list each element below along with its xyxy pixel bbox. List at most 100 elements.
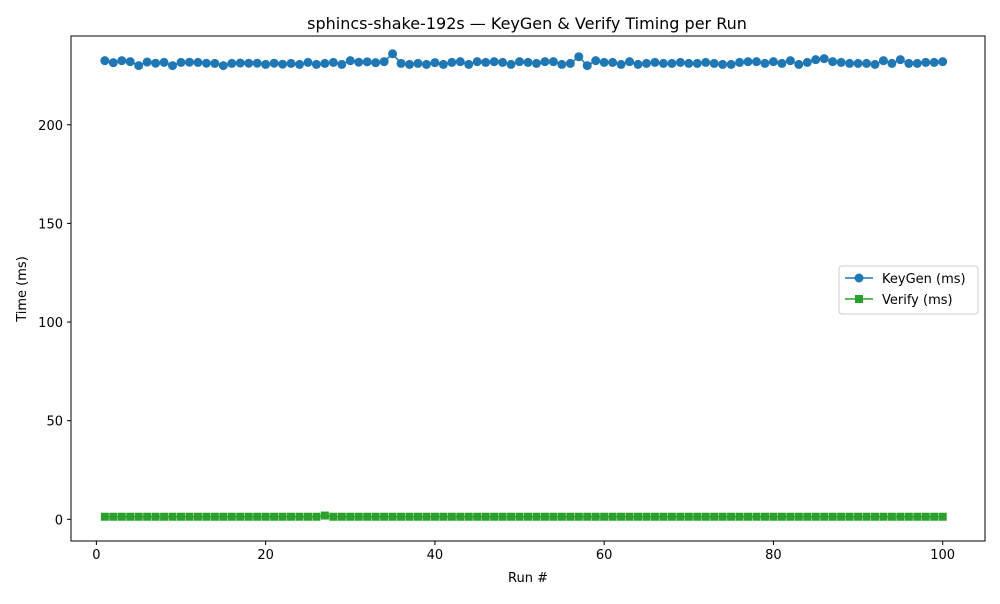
y-tick-label: 0 xyxy=(55,513,63,528)
data-point-verify xyxy=(261,512,270,521)
legend-marker-keygen xyxy=(854,273,864,283)
data-point-verify xyxy=(566,512,575,521)
data-point-verify xyxy=(473,512,482,521)
data-point-verify xyxy=(769,512,778,521)
data-point-keygen xyxy=(193,57,203,67)
data-point-verify xyxy=(109,512,118,521)
data-point-verify xyxy=(303,512,312,521)
data-point-keygen xyxy=(168,61,178,71)
data-point-keygen xyxy=(447,57,457,67)
y-tick-label: 50 xyxy=(46,415,63,430)
data-point-verify xyxy=(617,512,626,521)
data-point-keygen xyxy=(582,61,592,71)
data-point-verify xyxy=(744,512,753,521)
data-point-verify xyxy=(583,512,592,521)
data-point-keygen xyxy=(718,59,728,69)
data-point-verify xyxy=(625,512,634,521)
data-point-verify xyxy=(405,512,414,521)
data-point-verify xyxy=(507,512,516,521)
data-point-verify xyxy=(388,512,397,521)
data-point-verify xyxy=(540,512,549,521)
axis-ticks: 0 20 40 60 80 100 0 50 100 150 200 xyxy=(38,119,955,563)
data-point-verify xyxy=(794,512,803,521)
data-point-verify xyxy=(456,512,465,521)
data-point-keygen xyxy=(752,57,761,67)
data-point-verify xyxy=(151,512,160,521)
series-line-verify xyxy=(104,514,943,518)
data-point-verify xyxy=(735,512,744,521)
data-point-keygen xyxy=(286,58,296,68)
y-tick-label: 150 xyxy=(38,217,63,232)
data-point-verify xyxy=(904,512,913,521)
data-point-verify xyxy=(464,512,473,521)
data-point-keygen xyxy=(904,58,914,68)
data-point-keygen xyxy=(303,57,313,67)
data-point-keygen xyxy=(557,59,567,69)
data-point-keygen xyxy=(938,57,948,67)
data-point-verify xyxy=(938,512,947,521)
legend-box xyxy=(838,265,979,315)
data-point-verify xyxy=(320,511,329,520)
plot-area xyxy=(100,49,948,521)
data-point-verify xyxy=(710,512,719,521)
data-point-verify xyxy=(930,512,939,521)
data-point-verify xyxy=(887,512,896,521)
data-point-keygen xyxy=(785,56,795,66)
data-point-keygen xyxy=(735,57,745,67)
data-point-verify xyxy=(430,512,439,521)
data-point-keygen xyxy=(244,58,254,68)
data-point-keygen xyxy=(464,59,474,69)
data-point-keygen xyxy=(684,58,694,68)
legend-marker-verify xyxy=(855,295,863,303)
data-point-verify xyxy=(659,512,668,521)
data-point-verify xyxy=(515,512,524,521)
data-point-verify xyxy=(134,512,143,521)
data-point-keygen xyxy=(337,59,347,69)
data-point-keygen xyxy=(515,57,525,67)
data-point-verify xyxy=(786,512,795,521)
data-point-verify xyxy=(667,512,676,521)
data-point-keygen xyxy=(379,57,389,67)
data-point-verify xyxy=(718,512,727,521)
data-point-keygen xyxy=(252,58,262,68)
data-point-keygen xyxy=(565,58,575,68)
data-point-keygen xyxy=(531,58,541,68)
data-point-keygen xyxy=(845,58,855,68)
data-point-keygen xyxy=(709,58,719,68)
legend-label-keygen: KeyGen (ms) xyxy=(882,272,966,287)
data-point-keygen xyxy=(912,58,922,68)
data-point-keygen xyxy=(870,59,880,69)
axes-frame xyxy=(70,35,986,542)
data-point-keygen xyxy=(413,58,423,68)
data-point-verify xyxy=(397,512,406,521)
data-point-verify xyxy=(287,512,296,521)
data-point-verify xyxy=(354,512,363,521)
data-point-keygen xyxy=(117,56,127,66)
data-point-verify xyxy=(244,512,253,521)
x-tick-label: 100 xyxy=(930,548,955,563)
data-point-keygen xyxy=(176,57,186,67)
data-point-verify xyxy=(422,512,431,521)
data-point-keygen xyxy=(320,58,330,68)
data-point-keygen xyxy=(540,57,550,67)
data-point-verify xyxy=(498,512,507,521)
data-point-verify xyxy=(337,512,346,521)
data-point-verify xyxy=(346,512,355,521)
data-point-verify xyxy=(202,512,211,521)
data-point-keygen xyxy=(388,49,398,59)
x-axis-label: Run # xyxy=(508,571,548,586)
data-point-verify xyxy=(219,512,228,521)
x-tick-label: 0 xyxy=(92,548,100,563)
data-point-verify xyxy=(870,512,879,521)
data-point-verify xyxy=(650,512,659,521)
data-point-verify xyxy=(532,512,541,521)
x-tick-label: 40 xyxy=(427,548,444,563)
data-point-keygen xyxy=(574,52,584,62)
data-point-keygen xyxy=(929,57,939,67)
data-point-verify xyxy=(447,512,456,521)
data-point-keygen xyxy=(371,58,381,68)
data-point-keygen xyxy=(701,57,711,67)
data-point-keygen xyxy=(760,58,770,68)
data-point-keygen xyxy=(455,57,465,67)
